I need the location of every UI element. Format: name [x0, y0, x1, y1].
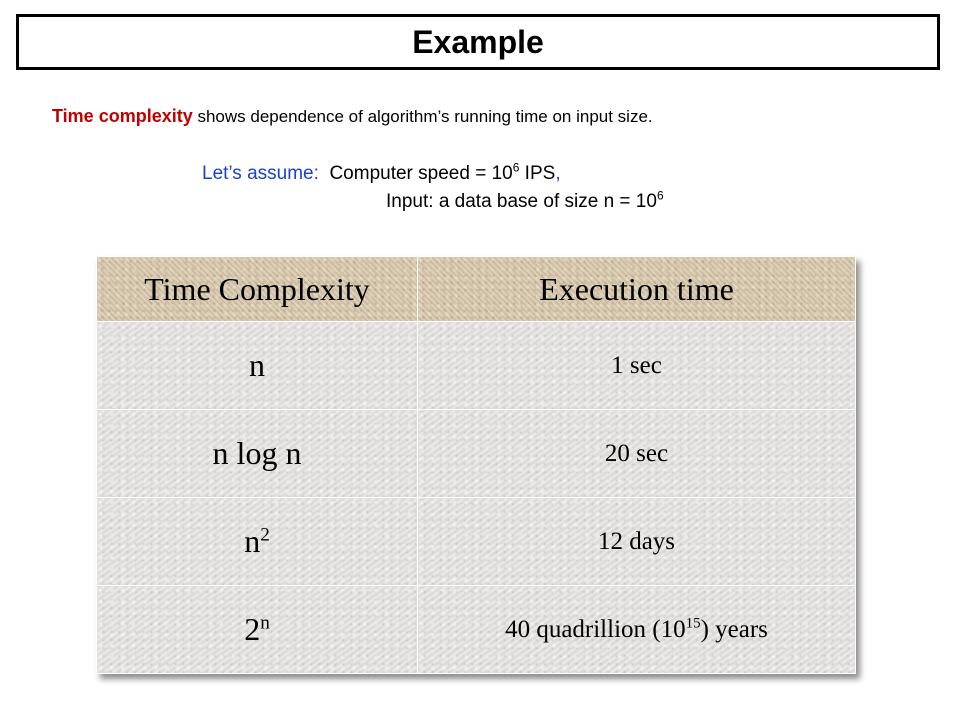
table-header-row: Time Complexity Execution time [96, 256, 856, 322]
speed-label: Computer speed = 10 [329, 163, 513, 184]
execution-time-cell: 12 days [417, 497, 856, 586]
slide-title-box: Example [16, 14, 940, 70]
execution-time-text: 40 quadrillion (10 [505, 615, 686, 643]
complexity-cell: n [96, 321, 418, 410]
complexity-base: 2 [244, 611, 261, 647]
execution-time-text: 1 sec [611, 351, 662, 379]
complexity-exponent: n [260, 612, 270, 634]
complexity-base: n log n [212, 435, 302, 471]
table-row: n2 12 days [96, 497, 856, 586]
execution-time-exponent: 15 [685, 615, 701, 632]
complexity-cell: n log n [96, 409, 418, 498]
complexity-table: Time Complexity Execution time n 1 sec n… [96, 256, 856, 674]
execution-time-cell: 40 quadrillion (1015) years [417, 585, 856, 674]
execution-time-suffix: ) years [700, 615, 768, 643]
execution-time-cell: 20 sec [417, 409, 856, 498]
execution-time-text: 12 days [597, 527, 676, 555]
execution-time-text: 20 sec [604, 439, 669, 467]
speed-unit: IPS [519, 163, 556, 184]
complexity-cell: n2 [96, 497, 418, 586]
speed-exponent: 6 [512, 160, 520, 175]
table-row: n log n 20 sec [96, 409, 856, 498]
definition-term: Time complexity [52, 106, 193, 126]
speed-comma: , [555, 163, 561, 184]
execution-time-cell: 1 sec [417, 321, 856, 410]
complexity-base: n [249, 347, 265, 383]
input-exponent: 6 [656, 188, 664, 203]
slide-title: Example [412, 23, 544, 60]
header-execution-time: Execution time [417, 256, 856, 322]
complexity-exponent: 2 [260, 524, 270, 546]
table-row: 2n 40 quadrillion (1015) years [96, 585, 856, 674]
complexity-base: n [244, 523, 261, 559]
assumptions-block: Let’s assume: Computer speed = 106 IPS, … [202, 160, 664, 216]
header-time-complexity: Time Complexity [96, 256, 418, 322]
assumptions-lead: Let’s assume: [202, 163, 319, 184]
definition-rest: shows dependence of algorithm’s running … [192, 107, 653, 126]
definition-text: Time complexity shows dependence of algo… [52, 106, 653, 127]
input-label: Input: a data base of size n = 10 [386, 191, 657, 212]
input-line: Input: a data base of size n = 106 [202, 188, 664, 216]
table-row: n 1 sec [96, 321, 856, 410]
complexity-cell: 2n [96, 585, 418, 674]
